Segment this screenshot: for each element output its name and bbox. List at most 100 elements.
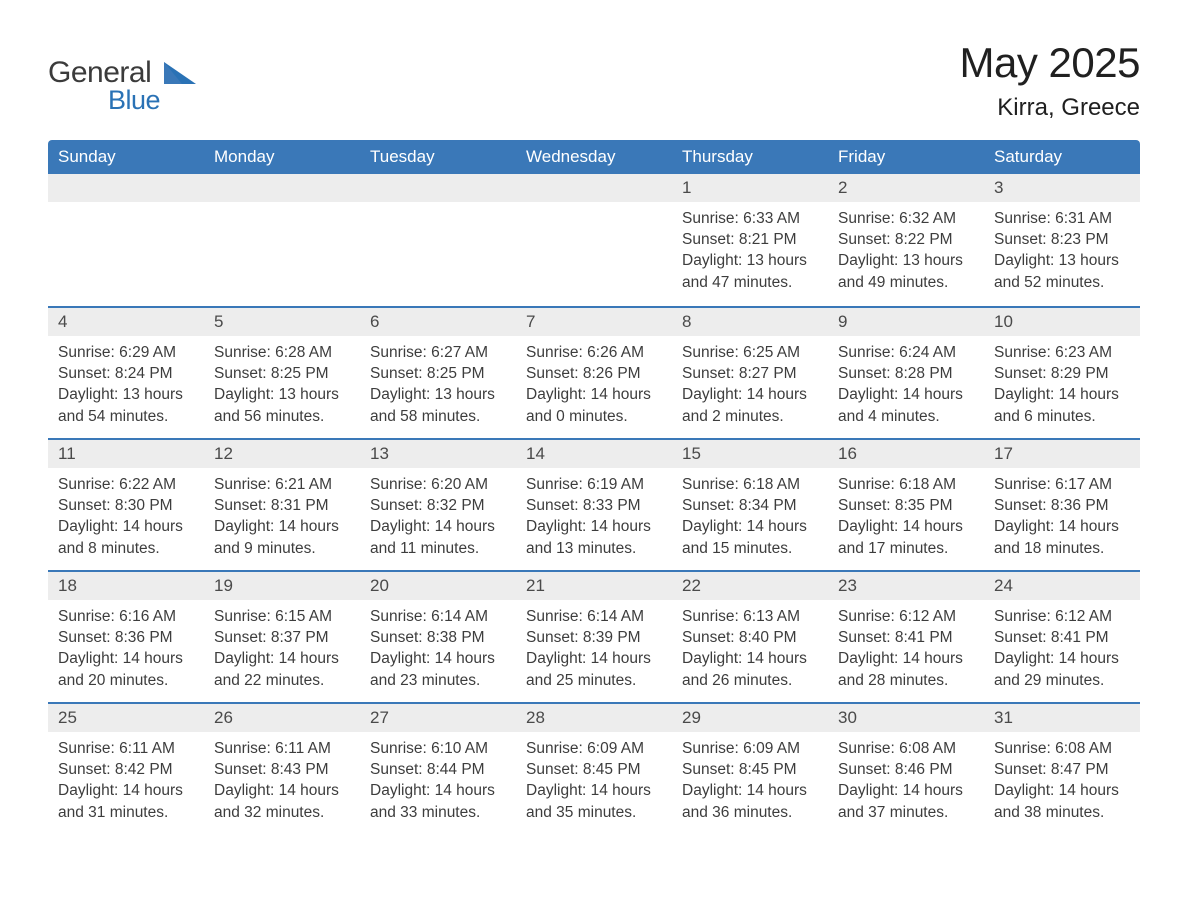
calendar-day: 25Sunrise: 6:11 AMSunset: 8:42 PMDayligh… [48, 702, 204, 834]
brand-line1: General [48, 58, 160, 88]
day-details: Sunrise: 6:11 AMSunset: 8:42 PMDaylight:… [48, 732, 204, 828]
calendar-day: 10Sunrise: 6:23 AMSunset: 8:29 PMDayligh… [984, 306, 1140, 438]
day-number: 1 [672, 174, 828, 201]
calendar-day: 17Sunrise: 6:17 AMSunset: 8:36 PMDayligh… [984, 438, 1140, 570]
day-details: Sunrise: 6:20 AMSunset: 8:32 PMDaylight:… [360, 468, 516, 564]
day-number [516, 174, 672, 201]
daylight-line: Daylight: 14 hours and 18 minutes. [994, 516, 1130, 559]
day-details: Sunrise: 6:31 AMSunset: 8:23 PMDaylight:… [984, 202, 1140, 298]
calendar-day: 20Sunrise: 6:14 AMSunset: 8:38 PMDayligh… [360, 570, 516, 702]
sunset-line: Sunset: 8:37 PM [214, 627, 350, 648]
day-number: 19 [204, 570, 360, 599]
sunrise-line: Sunrise: 6:11 AM [214, 738, 350, 759]
sunrise-line: Sunrise: 6:27 AM [370, 342, 506, 363]
sunrise-line: Sunrise: 6:10 AM [370, 738, 506, 759]
sunrise-line: Sunrise: 6:08 AM [838, 738, 974, 759]
calendar-week: 1Sunrise: 6:33 AMSunset: 8:21 PMDaylight… [48, 174, 1140, 306]
daylight-line: Daylight: 14 hours and 11 minutes. [370, 516, 506, 559]
day-details: Sunrise: 6:16 AMSunset: 8:36 PMDaylight:… [48, 600, 204, 696]
day-number: 3 [984, 174, 1140, 201]
sunset-line: Sunset: 8:35 PM [838, 495, 974, 516]
day-number: 8 [672, 306, 828, 335]
sunset-line: Sunset: 8:29 PM [994, 363, 1130, 384]
sunset-line: Sunset: 8:24 PM [58, 363, 194, 384]
day-number: 5 [204, 306, 360, 335]
day-number: 24 [984, 570, 1140, 599]
sunset-line: Sunset: 8:36 PM [58, 627, 194, 648]
calendar-day: 24Sunrise: 6:12 AMSunset: 8:41 PMDayligh… [984, 570, 1140, 702]
day-number: 18 [48, 570, 204, 599]
weekday-header: Monday [204, 140, 360, 174]
brand-logo: General Blue [48, 40, 196, 114]
calendar-week: 18Sunrise: 6:16 AMSunset: 8:36 PMDayligh… [48, 570, 1140, 702]
calendar-day: 4Sunrise: 6:29 AMSunset: 8:24 PMDaylight… [48, 306, 204, 438]
calendar-day: 15Sunrise: 6:18 AMSunset: 8:34 PMDayligh… [672, 438, 828, 570]
calendar-day: 26Sunrise: 6:11 AMSunset: 8:43 PMDayligh… [204, 702, 360, 834]
day-number: 25 [48, 702, 204, 731]
calendar-day: 12Sunrise: 6:21 AMSunset: 8:31 PMDayligh… [204, 438, 360, 570]
day-details: Sunrise: 6:21 AMSunset: 8:31 PMDaylight:… [204, 468, 360, 564]
sunset-line: Sunset: 8:38 PM [370, 627, 506, 648]
daylight-line: Daylight: 13 hours and 58 minutes. [370, 384, 506, 427]
sunrise-line: Sunrise: 6:32 AM [838, 208, 974, 229]
calendar-day: 6Sunrise: 6:27 AMSunset: 8:25 PMDaylight… [360, 306, 516, 438]
day-number: 15 [672, 438, 828, 467]
daylight-line: Daylight: 14 hours and 29 minutes. [994, 648, 1130, 691]
calendar-day: 8Sunrise: 6:25 AMSunset: 8:27 PMDaylight… [672, 306, 828, 438]
sunrise-line: Sunrise: 6:11 AM [58, 738, 194, 759]
day-details: Sunrise: 6:22 AMSunset: 8:30 PMDaylight:… [48, 468, 204, 564]
day-details: Sunrise: 6:08 AMSunset: 8:47 PMDaylight:… [984, 732, 1140, 828]
sunrise-line: Sunrise: 6:29 AM [58, 342, 194, 363]
weekday-header: Sunday [48, 140, 204, 174]
sunset-line: Sunset: 8:34 PM [682, 495, 818, 516]
daylight-line: Daylight: 14 hours and 17 minutes. [838, 516, 974, 559]
day-details: Sunrise: 6:25 AMSunset: 8:27 PMDaylight:… [672, 336, 828, 432]
day-details: Sunrise: 6:09 AMSunset: 8:45 PMDaylight:… [672, 732, 828, 828]
sunrise-line: Sunrise: 6:09 AM [526, 738, 662, 759]
day-details: Sunrise: 6:33 AMSunset: 8:21 PMDaylight:… [672, 202, 828, 298]
daylight-line: Daylight: 14 hours and 37 minutes. [838, 780, 974, 823]
calendar-day: 22Sunrise: 6:13 AMSunset: 8:40 PMDayligh… [672, 570, 828, 702]
sunset-line: Sunset: 8:25 PM [370, 363, 506, 384]
sunset-line: Sunset: 8:42 PM [58, 759, 194, 780]
sunrise-line: Sunrise: 6:18 AM [682, 474, 818, 495]
calendar-day: 3Sunrise: 6:31 AMSunset: 8:23 PMDaylight… [984, 174, 1140, 306]
calendar-day: 19Sunrise: 6:15 AMSunset: 8:37 PMDayligh… [204, 570, 360, 702]
sunrise-line: Sunrise: 6:18 AM [838, 474, 974, 495]
day-number [48, 174, 204, 201]
sunrise-line: Sunrise: 6:19 AM [526, 474, 662, 495]
daylight-line: Daylight: 14 hours and 23 minutes. [370, 648, 506, 691]
daylight-line: Daylight: 14 hours and 28 minutes. [838, 648, 974, 691]
day-number [360, 174, 516, 201]
day-number: 26 [204, 702, 360, 731]
daylight-line: Daylight: 14 hours and 15 minutes. [682, 516, 818, 559]
daylight-line: Daylight: 14 hours and 31 minutes. [58, 780, 194, 823]
day-number: 16 [828, 438, 984, 467]
day-number: 11 [48, 438, 204, 467]
daylight-line: Daylight: 14 hours and 2 minutes. [682, 384, 818, 427]
daylight-line: Daylight: 14 hours and 36 minutes. [682, 780, 818, 823]
daylight-line: Daylight: 13 hours and 47 minutes. [682, 250, 818, 293]
daylight-line: Daylight: 14 hours and 6 minutes. [994, 384, 1130, 427]
day-details: Sunrise: 6:12 AMSunset: 8:41 PMDaylight:… [828, 600, 984, 696]
sunrise-line: Sunrise: 6:20 AM [370, 474, 506, 495]
day-details: Sunrise: 6:18 AMSunset: 8:34 PMDaylight:… [672, 468, 828, 564]
calendar-day: 28Sunrise: 6:09 AMSunset: 8:45 PMDayligh… [516, 702, 672, 834]
header: General Blue May 2025 Kirra, Greece [48, 40, 1140, 122]
calendar-day: 30 Sunrise: 6:08 AMSunset: 8:46 PMDayligh… [828, 702, 984, 834]
calendar-day: 29Sunrise: 6:09 AMSunset: 8:45 PMDayligh… [672, 702, 828, 834]
day-details: Sunrise: 6:32 AMSunset: 8:22 PMDaylight:… [828, 202, 984, 298]
weekday-header: Wednesday [516, 140, 672, 174]
day-number: 30 [828, 702, 984, 731]
sunset-line: Sunset: 8:46 PM [838, 759, 974, 780]
day-details [516, 202, 672, 282]
calendar-day: 16Sunrise: 6:18 AMSunset: 8:35 PMDayligh… [828, 438, 984, 570]
day-details: Sunrise: 6:18 AMSunset: 8:35 PMDaylight:… [828, 468, 984, 564]
sunset-line: Sunset: 8:25 PM [214, 363, 350, 384]
day-details: Sunrise: 6:10 AMSunset: 8:44 PMDaylight:… [360, 732, 516, 828]
sunrise-line: Sunrise: 6:12 AM [994, 606, 1130, 627]
daylight-line: Daylight: 13 hours and 49 minutes. [838, 250, 974, 293]
sunset-line: Sunset: 8:40 PM [682, 627, 818, 648]
sunset-line: Sunset: 8:22 PM [838, 229, 974, 250]
sunset-line: Sunset: 8:27 PM [682, 363, 818, 384]
